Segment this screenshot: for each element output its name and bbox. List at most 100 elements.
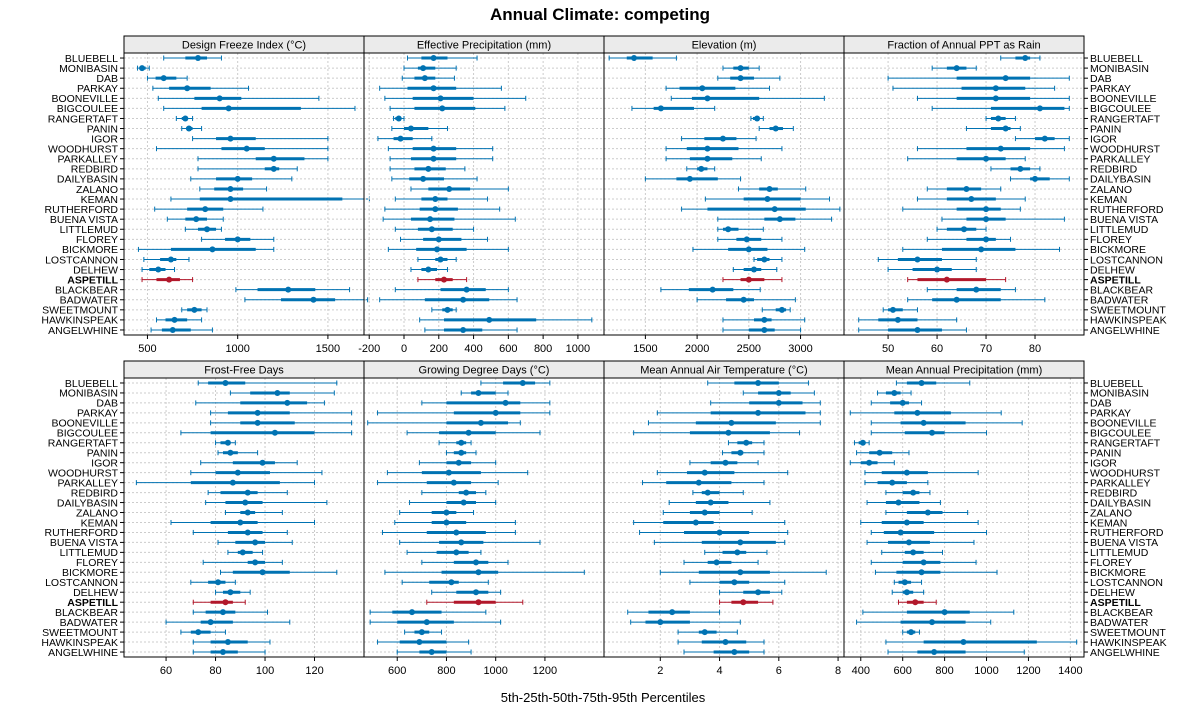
median-point [184,85,191,92]
site-label-left: DAB [96,73,118,85]
median-point [918,379,925,386]
site-label-left: RANGERTAFT [48,438,119,450]
x-tick-label: 600 [499,343,517,355]
median-point [445,469,452,476]
site-label-right: REDBIRD [1090,487,1138,499]
median-point [519,379,526,386]
panel-frame [843,52,1085,336]
median-point [903,469,910,476]
site-label-right: DAB [1090,73,1112,85]
median-point [657,105,664,112]
median-point [453,529,460,536]
median-point [437,256,444,263]
median-point [737,75,744,82]
median-point [475,569,482,576]
median-point [754,115,761,122]
median-point [227,589,234,596]
site-label-right: LITTLEMUD [1090,224,1149,236]
median-point [194,55,201,62]
median-point [737,569,744,576]
median-point [477,419,484,426]
median-point [953,65,960,72]
median-point [460,296,467,303]
median-point [167,256,174,263]
median-point [475,599,482,606]
median-point [224,639,231,646]
median-point [766,185,773,192]
site-label-right: ASPETILL [1090,597,1141,609]
site-label-left: WOODHURST [48,467,119,479]
median-point [891,389,898,396]
median-point [983,155,990,162]
site-label-right: PARKAY [1090,83,1131,95]
site-label-left: BUENA VISTA [50,537,118,549]
median-point [903,589,910,596]
site-label-left: ANGELWHINE [48,325,118,337]
site-label-right: ANGELWHINE [1090,325,1160,337]
site-label-right: MONIBASIN [1090,388,1149,400]
median-point [202,206,209,213]
site-label-right: RANGERTAFT [1090,113,1161,125]
panel: Mean Annual Precipitation (mm) 400 600 800 1… [843,360,1167,677]
median-point [722,459,729,466]
median-point [450,479,457,486]
panel-frame [603,52,845,336]
median-point [722,639,729,646]
site-label-right: ANGELWHINE [1090,647,1160,659]
median-point [243,145,250,152]
median-point [244,489,251,496]
median-point [444,306,451,313]
site-label-left: PARKAY [77,408,118,420]
median-point [725,429,732,436]
median-point [270,155,277,162]
site-label-left: BIGCOULEE [57,103,118,115]
median-point [743,236,750,243]
median-point [699,85,706,92]
median-point [492,409,499,416]
median-point [229,479,236,486]
site-label-left: IGOR [91,133,118,145]
site-label-right: HAWKINSPEAK [1090,637,1167,649]
x-tick-label: 800 [437,665,455,677]
median-point [876,449,883,456]
median-point [443,509,450,516]
median-point [432,196,439,203]
site-label-left: LITTLEMUD [60,547,119,559]
site-label-left: PANIN [87,123,118,135]
median-point [1041,135,1048,142]
median-point [716,529,723,536]
median-point [473,559,479,566]
median-point [992,85,999,92]
median-point [427,216,434,223]
median-point [737,449,744,456]
x-tick-label: 800 [534,343,552,355]
panels-group: Design Freeze Index (°C)500 1000 1500BLUEB… [41,35,1167,677]
site-label-right: FLOREY [1090,234,1132,246]
median-point [225,105,232,112]
panel-frame [363,52,605,336]
site-label-right: ZALANO [1090,184,1132,196]
median-point [978,246,985,253]
x-tick-label: 2000 [685,343,709,355]
median-point [271,429,278,436]
median-point [234,175,241,182]
median-point [908,629,915,636]
site-label-left: HAWKINSPEAK [41,637,118,649]
x-tick-label: 120 [305,665,323,677]
site-label-left: DAB [96,398,118,410]
median-point [725,226,732,233]
median-point [761,316,768,323]
median-point [252,539,259,546]
median-point [430,145,437,152]
median-point [772,125,779,132]
median-point [460,499,467,506]
median-point [234,469,241,476]
site-label-left: SWEETMOUNT [42,305,118,317]
median-point [895,499,902,506]
site-label-right: BOONEVILLE [1090,93,1157,105]
site-label-left: REDBIRD [71,164,119,176]
median-point [929,429,936,436]
site-label-right: KEMAN [1090,517,1127,529]
median-point [745,246,752,253]
